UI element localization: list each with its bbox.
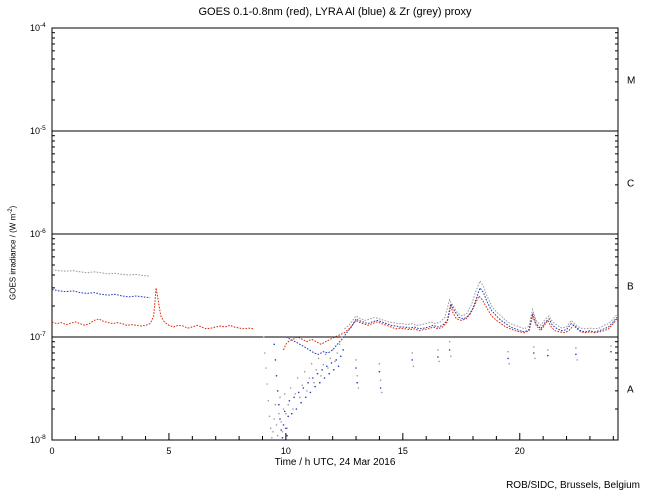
x-axis-label: Time / h UTC, 24 Mar 2016 xyxy=(274,457,396,468)
lyra-zr-scatter xyxy=(262,336,612,439)
x-tick-label: 15 xyxy=(398,446,408,456)
y-tick-label: 10-6 xyxy=(30,228,46,239)
x-tick-label: 10 xyxy=(281,446,291,456)
x-axis-ticks: 0 5 10 15 20 xyxy=(49,433,614,456)
lyra-al-series xyxy=(51,286,618,355)
flare-class-label: A xyxy=(627,385,634,396)
y-tick-label: 10-7 xyxy=(30,331,46,342)
flare-class-label: M xyxy=(627,76,635,87)
credit-text: ROB/SIDC, Brussels, Belgium xyxy=(506,480,640,491)
lyra-al-scatter xyxy=(273,343,612,439)
x-tick-label: 20 xyxy=(515,446,525,456)
flare-class-label: C xyxy=(627,179,634,190)
flare-class-labels: M C B A xyxy=(627,76,635,396)
x-tick-label: 5 xyxy=(166,446,171,456)
flare-class-label: B xyxy=(627,282,634,293)
y-tick-label: 10-4 xyxy=(30,22,46,33)
chart-title: GOES 0.1-0.8nm (red), LYRA Al (blue) & Z… xyxy=(198,6,472,18)
lyra-zr-series xyxy=(51,269,618,330)
x-tick-label: 0 xyxy=(49,446,54,456)
y-axis-ticks: 10-8 10-7 10-6 10-5 10-4 xyxy=(30,22,618,445)
goes-series xyxy=(51,287,618,351)
class-boundary-lines xyxy=(52,130,618,338)
y-tick-label: 10-8 xyxy=(30,434,46,445)
y-tick-label: 10-5 xyxy=(30,125,46,136)
